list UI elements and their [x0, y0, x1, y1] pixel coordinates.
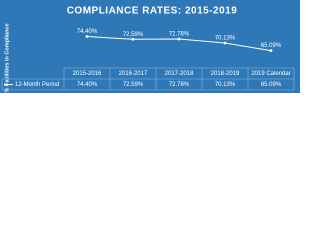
chart-title: COMPLIANCE RATES: 2015-2019 [67, 6, 238, 17]
data-label: 72.78% [169, 32, 190, 38]
background [0, 0, 300, 93]
chart: COMPLIANCE RATES: 2015-2019 % Facilities… [0, 0, 300, 93]
data-label: 72.59% [123, 32, 144, 38]
x-tick-label: 2015-2016 [73, 71, 102, 77]
table-cell: 65.09% [261, 82, 282, 88]
data-point [223, 41, 227, 45]
x-tick-label: 2016-2017 [119, 71, 148, 77]
x-tick-label: 2019 Calendar [251, 71, 290, 77]
table-cell: 72.78% [169, 82, 190, 88]
data-label: 74.40% [77, 29, 98, 35]
data-point [177, 37, 181, 41]
y-axis-label: % Facilities in Compliance [4, 23, 10, 92]
data-label: 70.13% [215, 36, 236, 42]
legend-label: 12-Month Period [15, 82, 59, 88]
data-point [85, 35, 89, 38]
table-cell: 72.59% [123, 82, 144, 88]
data-point [131, 37, 135, 41]
table-cell: 74.40% [77, 82, 98, 88]
x-tick-label: 2017-2018 [165, 71, 194, 77]
table-cell: 70.13% [215, 82, 236, 88]
x-tick-label: 2018-2019 [211, 71, 240, 77]
data-point [269, 49, 273, 53]
data-label: 65.09% [261, 43, 282, 49]
